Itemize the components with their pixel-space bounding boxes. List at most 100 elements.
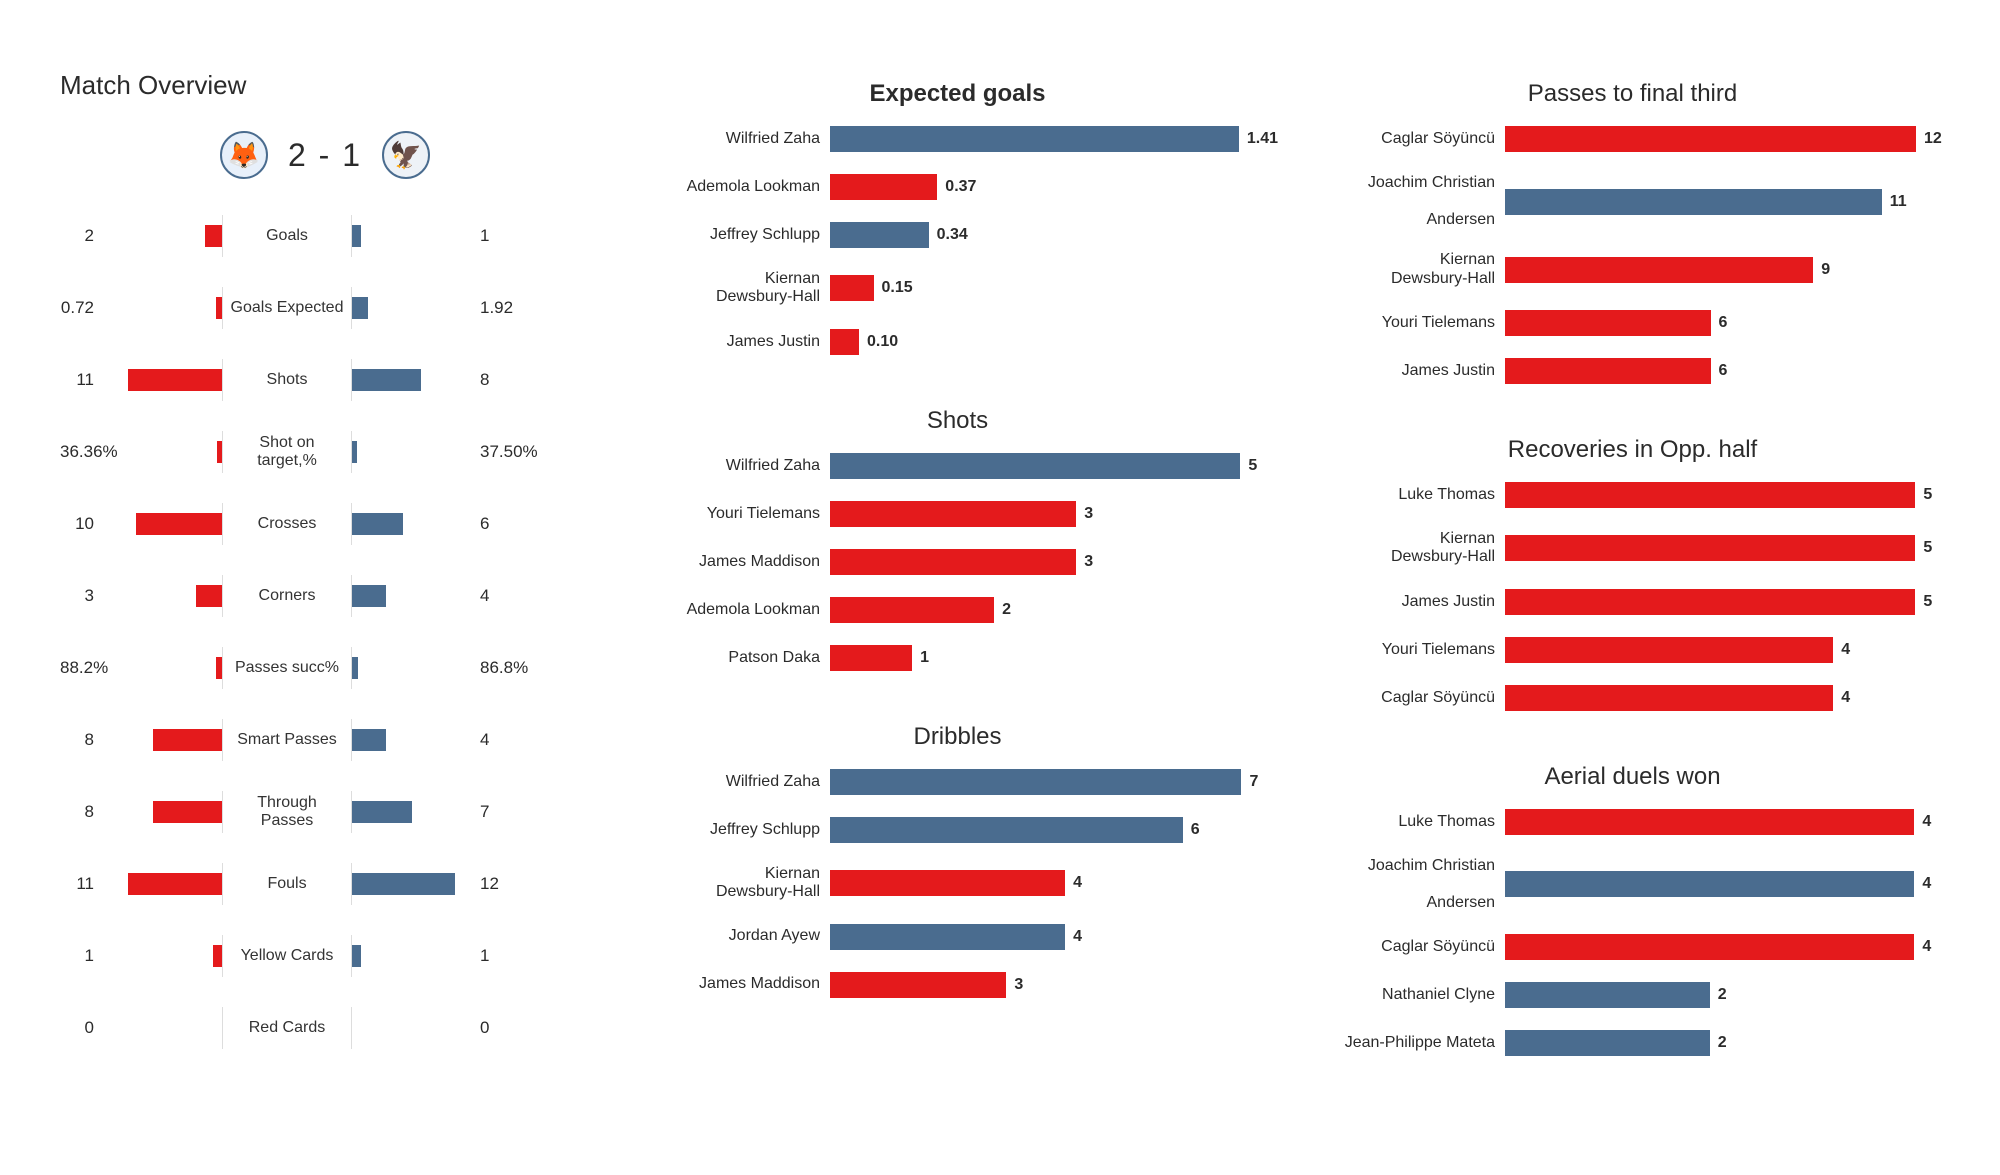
overview-bar-left [102, 801, 222, 823]
stat-column-1: Expected goals Wilfried Zaha 1.41 Ademola L… [650, 70, 1265, 1125]
stat-chart-title: Expected goals [650, 80, 1265, 108]
overview-bar-left [102, 513, 222, 535]
stat-row: Jean-Philippe Mateta2 [1325, 1030, 1940, 1056]
stat-chart: ShotsWilfried Zaha5Youri Tielemans3James… [650, 407, 1265, 671]
overview-value-left: 0 [60, 1018, 102, 1038]
overview-value-left: 88.2% [60, 658, 102, 678]
stat-row: Ademola Lookman2 [650, 597, 1265, 623]
stat-row-label: James Maddison [650, 553, 820, 571]
overview-row-label: Fouls [222, 863, 352, 905]
match-overview-header: 🦊 2 - 1 🦅 [60, 131, 590, 179]
stat-row-label: Patson Daka [650, 649, 820, 667]
stat-row-bar: 1.41 [830, 126, 1265, 152]
stat-row-value: 1.41 [1239, 130, 1278, 148]
overview-row-label: Yellow Cards [222, 935, 352, 977]
overview-row: 8Through Passes7 [60, 791, 590, 833]
stat-row-label: Caglar Söyüncü [1325, 130, 1495, 148]
stat-row: James Justin6 [1325, 358, 1940, 384]
overview-bar-left [102, 1017, 222, 1039]
stat-row-bar: 6 [830, 817, 1265, 843]
overview-bar-left [102, 585, 222, 607]
overview-row-label: Goals [222, 215, 352, 257]
stat-row-label: Ademola Lookman [650, 178, 820, 196]
stat-chart-title: Shots [650, 407, 1265, 435]
overview-value-right: 8 [472, 370, 514, 390]
stat-row: Caglar Söyüncü4 [1325, 685, 1940, 711]
overview-bar-left [102, 225, 222, 247]
stat-row-bar: 4 [1505, 637, 1940, 663]
stat-row-bar: 5 [1505, 482, 1940, 508]
stat-row-value: 6 [1711, 362, 1728, 380]
stat-row-value: 4 [1065, 874, 1082, 892]
stat-row: Youri Tielemans6 [1325, 310, 1940, 336]
stat-row-bar: 1 [830, 645, 1265, 671]
overview-row: 1Yellow Cards1 [60, 935, 590, 977]
stat-row-value: 4 [1833, 641, 1850, 659]
stat-row-value: 0.10 [859, 333, 898, 351]
stat-row-label: Youri Tielemans [650, 505, 820, 523]
stat-chart-title: Aerial duels won [1325, 763, 1940, 791]
overview-value-left: 8 [60, 802, 102, 822]
stat-row-bar: 12 [1505, 126, 1940, 152]
stat-row-value: 4 [1065, 928, 1082, 946]
overview-row: 88.2%Passes succ%86.8% [60, 647, 590, 689]
stat-row-bar: 3 [830, 549, 1265, 575]
stat-row-value: 3 [1006, 976, 1023, 994]
stat-row-value: 0.34 [929, 226, 968, 244]
stat-row-bar: 4 [1505, 934, 1940, 960]
overview-bar-right [352, 513, 472, 535]
stat-row-label: Joachim ChristianAndersen [1325, 174, 1495, 229]
stat-row-value: 2 [1710, 986, 1727, 1004]
stat-row-bar: 4 [1505, 871, 1940, 897]
stat-row-bar: 7 [830, 769, 1265, 795]
overview-bar-left [102, 369, 222, 391]
stat-chart: Aerial duels wonLuke Thomas4Joachim Chri… [1325, 763, 1940, 1056]
overview-value-left: 36.36% [60, 442, 102, 462]
stat-row-value: 12 [1916, 130, 1942, 148]
stat-row-bar: 3 [830, 972, 1265, 998]
stat-row: Wilfried Zaha 7 [650, 769, 1265, 795]
overview-bar-left [102, 297, 222, 319]
stat-row: James Maddison 3 [650, 549, 1265, 575]
stat-row-value: 2 [1710, 1034, 1727, 1052]
overview-value-left: 11 [60, 874, 102, 894]
stat-row-value: 1 [912, 649, 929, 667]
stat-chart-rows: Wilfried Zaha7Jeffrey Schlupp6Kiernan De… [650, 769, 1265, 998]
overview-bar-right [352, 945, 472, 967]
stat-row-bar: 4 [1505, 809, 1940, 835]
overview-bar-left [102, 657, 222, 679]
stat-row-bar: 6 [1505, 358, 1940, 384]
match-overview-title: Match Overview [60, 70, 590, 101]
overview-row: 8Smart Passes4 [60, 719, 590, 761]
stat-chart: Passes to final thirdCaglar Söyüncü12Joa… [1325, 80, 1940, 384]
stat-row: Joachim ChristianAndersen4 [1325, 857, 1940, 912]
overview-bar-right [352, 801, 472, 823]
overview-row-label: Goals Expected [222, 287, 352, 329]
stat-row-bar: 0.10 [830, 329, 1265, 355]
stat-row-bar: 5 [1505, 535, 1940, 561]
stat-row-bar: 0.15 [830, 275, 1265, 301]
overview-row-label: Corners [222, 575, 352, 617]
overview-bar-right [352, 657, 472, 679]
stat-row-label: Nathaniel Clyne [1325, 986, 1495, 1004]
stat-row-label: Luke Thomas [1325, 486, 1495, 504]
stat-row-value: 2 [994, 601, 1011, 619]
stat-row-label: Wilfried Zaha [650, 773, 820, 791]
stat-row-bar: 6 [1505, 310, 1940, 336]
overview-row: 2Goals1 [60, 215, 590, 257]
stat-row-label: Kiernan Dewsbury-Hall [650, 865, 820, 902]
stat-chart-rows: Caglar Söyüncü 12 Joachim ChristianAnderse… [1325, 126, 1940, 384]
team-b-logo: 🦅 [382, 131, 430, 179]
stat-chart: DribblesWilfried Zaha7Jeffrey Schlupp6Ki… [650, 723, 1265, 998]
stat-chart-title: Dribbles [650, 723, 1265, 751]
stat-row: Youri Tielemans4 [1325, 637, 1940, 663]
overview-value-right: 0 [472, 1018, 514, 1038]
overview-bar-left [102, 873, 222, 895]
stat-column-2: Passes to final thirdCaglar Söyüncü12Joa… [1325, 70, 1940, 1125]
overview-bar-right [352, 369, 472, 391]
overview-value-left: 2 [60, 226, 102, 246]
stat-row-label: Wilfried Zaha [650, 457, 820, 475]
stat-row-label: James Maddison [650, 975, 820, 993]
overview-bar-right [352, 729, 472, 751]
overview-row: 11Shots8 [60, 359, 590, 401]
